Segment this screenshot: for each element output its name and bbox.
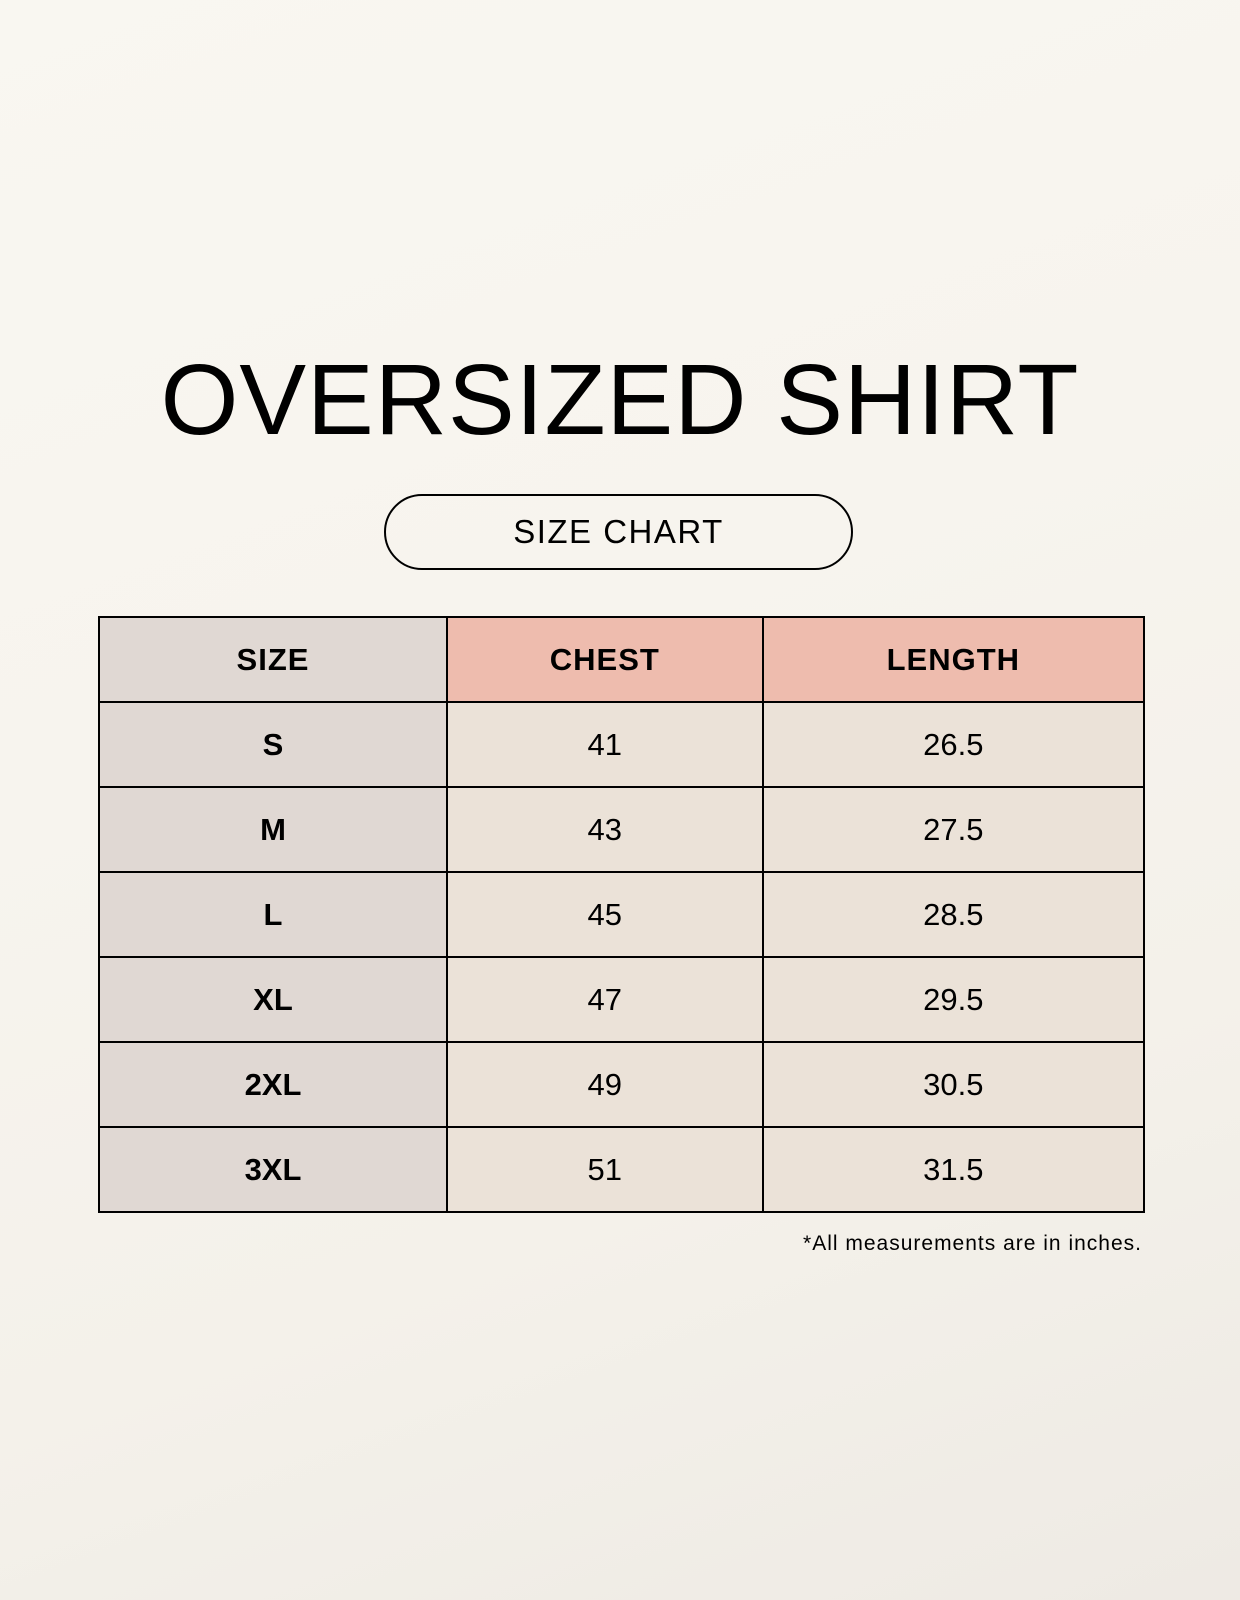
size-chart-badge: SIZE CHART bbox=[384, 494, 853, 570]
size-cell: M bbox=[98, 786, 448, 873]
chest-cell: 49 bbox=[445, 1041, 764, 1128]
size-cell: S bbox=[98, 701, 448, 788]
chest-cell: 43 bbox=[445, 786, 764, 873]
length-cell: 29.5 bbox=[761, 956, 1146, 1043]
header-chest: CHEST bbox=[445, 616, 764, 703]
table-row: 3XL 51 31.5 bbox=[98, 1126, 1146, 1213]
length-cell: 31.5 bbox=[761, 1126, 1146, 1213]
length-cell: 26.5 bbox=[761, 701, 1146, 788]
header-size: SIZE bbox=[98, 616, 448, 703]
table-row: M 43 27.5 bbox=[98, 786, 1146, 873]
chest-cell: 51 bbox=[445, 1126, 764, 1213]
size-table: SIZE CHEST LENGTH S 41 26.5 M 43 27.5 L 45 28.5 X… bbox=[98, 616, 1146, 1213]
table-row: L 45 28.5 bbox=[98, 871, 1146, 958]
chest-cell: 45 bbox=[445, 871, 764, 958]
chest-cell: 47 bbox=[445, 956, 764, 1043]
size-cell: 3XL bbox=[98, 1126, 448, 1213]
header-length: LENGTH bbox=[761, 616, 1146, 703]
table-row: S 41 26.5 bbox=[98, 701, 1146, 788]
length-cell: 30.5 bbox=[761, 1041, 1146, 1128]
table-row: 2XL 49 30.5 bbox=[98, 1041, 1146, 1128]
table-header-row: SIZE CHEST LENGTH bbox=[98, 616, 1146, 703]
page-title: OVERSIZED SHIRT bbox=[160, 344, 1080, 456]
length-cell: 27.5 bbox=[761, 786, 1146, 873]
size-cell: XL bbox=[98, 956, 448, 1043]
measurement-note: *All measurements are in inches. bbox=[803, 1232, 1142, 1255]
length-cell: 28.5 bbox=[761, 871, 1146, 958]
size-cell: L bbox=[98, 871, 448, 958]
chest-cell: 41 bbox=[445, 701, 764, 788]
size-cell: 2XL bbox=[98, 1041, 448, 1128]
table-row: XL 47 29.5 bbox=[98, 956, 1146, 1043]
